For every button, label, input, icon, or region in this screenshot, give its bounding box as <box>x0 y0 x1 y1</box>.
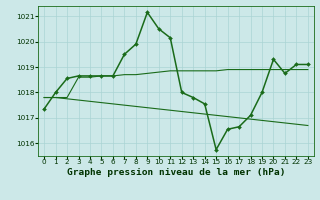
X-axis label: Graphe pression niveau de la mer (hPa): Graphe pression niveau de la mer (hPa) <box>67 168 285 177</box>
